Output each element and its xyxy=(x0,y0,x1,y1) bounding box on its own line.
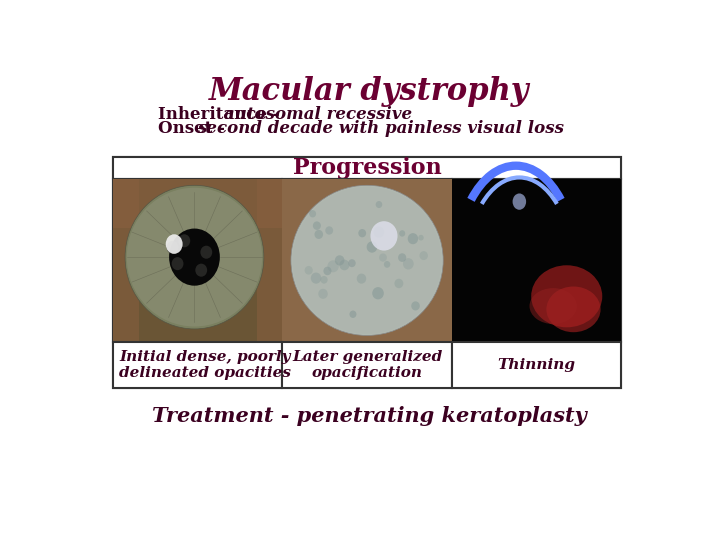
Ellipse shape xyxy=(335,255,344,266)
FancyBboxPatch shape xyxy=(113,179,282,342)
Ellipse shape xyxy=(328,260,339,272)
Ellipse shape xyxy=(411,301,420,310)
Ellipse shape xyxy=(513,193,526,210)
Ellipse shape xyxy=(372,287,384,299)
Ellipse shape xyxy=(398,253,406,262)
Text: Macular dystrophy: Macular dystrophy xyxy=(209,76,529,107)
Ellipse shape xyxy=(325,226,333,235)
Ellipse shape xyxy=(195,264,207,276)
FancyBboxPatch shape xyxy=(257,179,282,342)
Ellipse shape xyxy=(529,288,577,324)
Ellipse shape xyxy=(408,233,418,244)
Ellipse shape xyxy=(179,234,190,247)
Ellipse shape xyxy=(305,266,312,275)
Ellipse shape xyxy=(315,230,323,239)
Ellipse shape xyxy=(171,257,184,270)
Text: Onset -: Onset - xyxy=(158,120,231,137)
Ellipse shape xyxy=(166,241,179,254)
Text: Treatment - penetrating keratoplasty: Treatment - penetrating keratoplasty xyxy=(152,406,586,426)
Ellipse shape xyxy=(292,187,441,334)
Ellipse shape xyxy=(359,229,366,238)
Ellipse shape xyxy=(366,241,377,253)
Ellipse shape xyxy=(531,265,602,327)
Ellipse shape xyxy=(291,185,444,335)
Ellipse shape xyxy=(309,210,316,218)
FancyBboxPatch shape xyxy=(451,342,621,388)
Ellipse shape xyxy=(320,276,328,284)
Ellipse shape xyxy=(374,226,384,238)
Ellipse shape xyxy=(125,185,264,329)
Ellipse shape xyxy=(420,251,428,260)
Ellipse shape xyxy=(546,287,600,332)
Text: second decade with painless visual loss: second decade with painless visual loss xyxy=(197,120,564,137)
Ellipse shape xyxy=(349,310,356,318)
Ellipse shape xyxy=(379,253,387,262)
Ellipse shape xyxy=(403,258,414,269)
Ellipse shape xyxy=(348,259,356,267)
Text: Inheritance -: Inheritance - xyxy=(158,106,285,123)
FancyBboxPatch shape xyxy=(282,179,451,342)
Text: Thinning: Thinning xyxy=(498,358,575,372)
Text: Later generalized
opacification: Later generalized opacification xyxy=(292,350,442,380)
Ellipse shape xyxy=(395,279,403,288)
Ellipse shape xyxy=(200,246,212,259)
Text: Progression: Progression xyxy=(293,157,441,179)
FancyBboxPatch shape xyxy=(451,179,621,342)
Ellipse shape xyxy=(339,260,349,271)
FancyBboxPatch shape xyxy=(113,179,139,342)
Text: Initial dense, poorly
delineated opacities: Initial dense, poorly delineated opaciti… xyxy=(120,350,292,380)
Ellipse shape xyxy=(399,230,405,237)
Text: autosomal recessive: autosomal recessive xyxy=(224,106,413,123)
Ellipse shape xyxy=(418,235,424,241)
Ellipse shape xyxy=(166,234,183,254)
FancyBboxPatch shape xyxy=(282,179,451,342)
Ellipse shape xyxy=(318,289,328,299)
FancyBboxPatch shape xyxy=(113,179,282,342)
Ellipse shape xyxy=(384,261,390,268)
Ellipse shape xyxy=(169,228,220,286)
Ellipse shape xyxy=(311,273,321,284)
Ellipse shape xyxy=(356,274,366,284)
FancyBboxPatch shape xyxy=(113,157,621,179)
Ellipse shape xyxy=(313,221,321,230)
Ellipse shape xyxy=(376,201,382,208)
FancyBboxPatch shape xyxy=(282,342,451,388)
Ellipse shape xyxy=(127,188,262,327)
FancyBboxPatch shape xyxy=(113,179,282,228)
FancyBboxPatch shape xyxy=(113,342,282,388)
FancyBboxPatch shape xyxy=(113,157,621,388)
Ellipse shape xyxy=(323,267,331,275)
FancyBboxPatch shape xyxy=(451,179,621,342)
Ellipse shape xyxy=(371,221,397,251)
